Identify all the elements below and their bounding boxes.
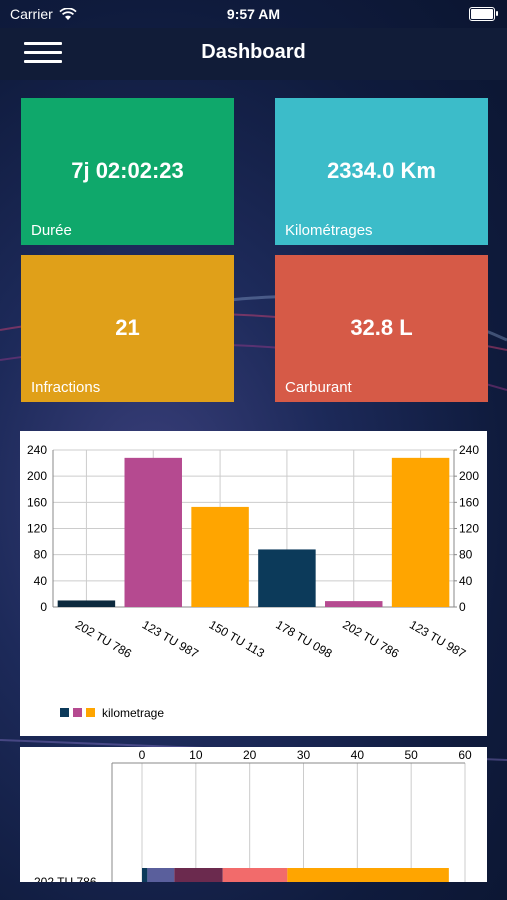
carrier-label: Carrier [10, 6, 53, 22]
bar[interactable] [124, 457, 182, 607]
x-tick-label: 20 [243, 748, 257, 762]
card-kilometrages-label: Kilométrages [285, 222, 373, 239]
x-tick-label: 10 [189, 748, 203, 762]
card-duree[interactable]: 7j 02:02:23 Durée [21, 98, 234, 245]
navigation-bar: Dashboard [0, 28, 507, 80]
y-tick-label-left: 240 [27, 443, 47, 457]
y-tick-label-left: 80 [34, 548, 48, 562]
x-tick-label: 50 [404, 748, 418, 762]
bar[interactable] [325, 601, 383, 607]
x-tick-label: 40 [351, 748, 365, 762]
bar[interactable] [391, 457, 450, 607]
wifi-icon [59, 7, 77, 20]
kilometrage-bar-chart: 0 0 40 40 80 80 120 120 160 160 200 200 240 240 202 TU… [20, 431, 487, 736]
card-duree-label: Durée [31, 222, 72, 239]
y-tick-label-right: 40 [459, 574, 473, 588]
bar-segment[interactable] [287, 868, 449, 882]
x-tick-label: 202 TU 786 [73, 617, 134, 661]
horizontal-stacked-chart: 0 10 20 30 40 50 60 202 TU 786 [20, 747, 487, 889]
x-tick-label: 178 TU 098 [273, 617, 334, 661]
y-tick-label: 202 TU 786 [34, 875, 97, 882]
legend-swatch [86, 708, 95, 717]
x-tick-label: 202 TU 786 [340, 617, 401, 661]
y-tick-label-right: 200 [459, 469, 479, 483]
bar-chart-svg: 0 0 40 40 80 80 120 120 160 160 200 200 240 240 202 TU… [27, 443, 479, 720]
legend-label: kilometrage [102, 706, 164, 720]
x-tick-label: 150 TU 113 [207, 617, 268, 660]
bar-segment[interactable] [147, 868, 175, 882]
y-tick-label-left: 40 [34, 574, 48, 588]
bar[interactable] [258, 549, 316, 607]
bar-segment[interactable] [222, 868, 288, 882]
card-infractions-value: 21 [115, 315, 140, 340]
y-tick-label-right: 160 [459, 495, 479, 509]
horizontal-chart-svg: 0 10 20 30 40 50 60 202 TU 786 [34, 748, 472, 889]
y-tick-label-left: 120 [27, 522, 47, 536]
carrier-indicator: Carrier [10, 6, 77, 22]
y-tick-label-right: 240 [459, 443, 479, 457]
y-tick-label-right: 0 [459, 600, 466, 614]
y-tick-label-right: 120 [459, 522, 479, 536]
bar-segment[interactable] [142, 868, 148, 882]
card-carburant-label: Carburant [285, 379, 352, 396]
bar-segment[interactable] [174, 868, 223, 882]
status-time: 9:57 AM [226, 6, 281, 22]
legend-swatch [73, 708, 82, 717]
page-title: Dashboard [201, 41, 306, 63]
y-tick-label-right: 80 [459, 548, 473, 562]
card-duree-value: 7j 02:02:23 [71, 158, 184, 183]
card-infractions[interactable]: 21 Infractions [21, 255, 234, 402]
card-infractions-label: Infractions [31, 379, 101, 396]
bar[interactable] [57, 600, 116, 607]
bar[interactable] [191, 506, 249, 607]
x-tick-label: 123 TU 987 [407, 617, 468, 661]
x-tick-label: 123 TU 987 [140, 617, 201, 661]
battery-icon [469, 7, 498, 21]
hamburger-menu-icon[interactable] [24, 42, 62, 66]
y-tick-label-left: 200 [27, 469, 47, 483]
card-carburant-value: 32.8 L [350, 315, 413, 340]
card-kilometrages-value: 2334.0 Km [327, 158, 436, 183]
status-bar: Carrier 9:57 AM [0, 0, 507, 28]
legend-swatch [60, 708, 69, 717]
x-tick-label: 60 [458, 748, 472, 762]
y-tick-label-left: 160 [27, 495, 47, 509]
x-tick-label: 0 [139, 748, 146, 762]
card-kilometrages[interactable]: 2334.0 Km Kilométrages [275, 98, 488, 245]
card-carburant[interactable]: 32.8 L Carburant [275, 255, 488, 402]
y-tick-label-left: 0 [40, 600, 47, 614]
x-tick-label: 30 [297, 748, 311, 762]
